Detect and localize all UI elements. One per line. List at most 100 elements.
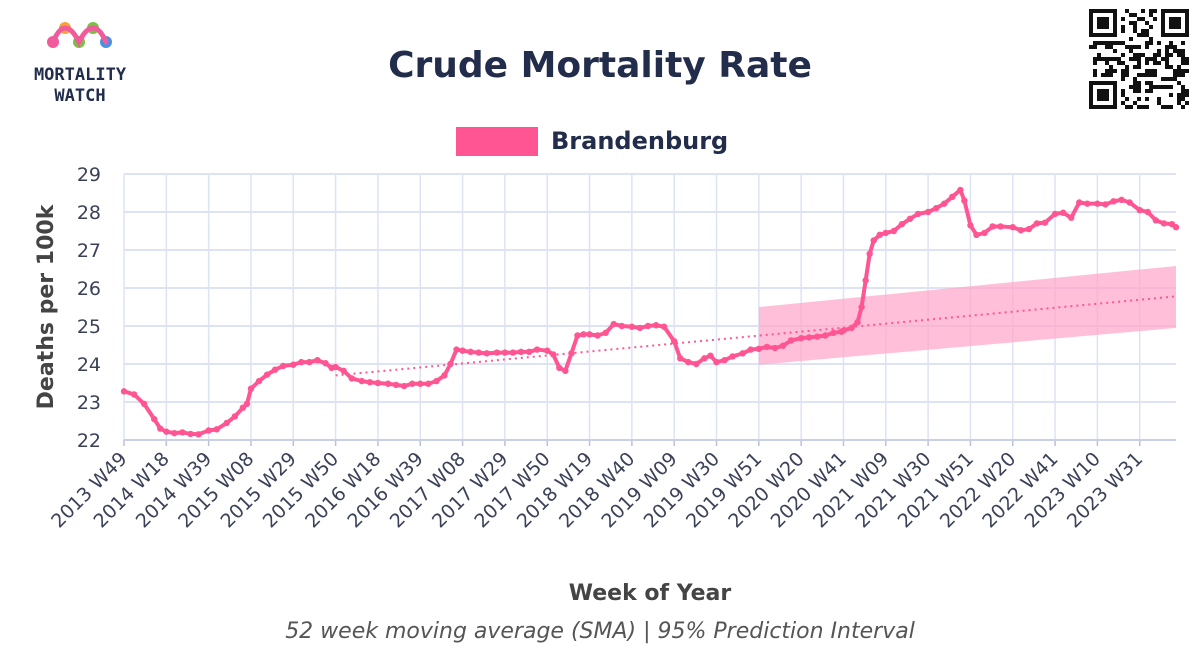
qr-module [1129,45,1133,49]
qr-module [1117,61,1121,65]
qr-module [1149,69,1153,73]
logo-text-line1: MORTALITY [34,65,127,85]
qr-module [1101,57,1105,61]
qr-module [1097,57,1101,61]
qr-module [1101,105,1105,109]
qr-module [1161,9,1165,13]
qr-module [1089,93,1093,97]
chart-caption: 52 week moving average (SMA) | 95% Predi… [285,619,915,644]
qr-module [1101,17,1105,21]
qr-module [1113,101,1117,105]
qr-module [1101,89,1105,93]
qr-module [1133,25,1137,29]
qr-module [1121,69,1125,73]
qr-module [1137,85,1141,89]
data-point-133 [1152,217,1160,224]
y-tick-label-25: 25 [77,316,101,338]
qr-module [1113,21,1117,25]
data-point-89 [822,332,829,339]
qr-module [1113,13,1117,17]
data-point-15 [243,400,251,408]
qr-module [1141,9,1145,13]
qr-module [1109,65,1113,69]
qr-module [1185,57,1189,61]
data-point-16 [247,385,255,392]
data-point-125 [1084,200,1091,207]
qr-module [1149,9,1153,13]
qr-module [1121,25,1125,29]
qr-module [1185,61,1189,65]
qr-module [1145,29,1149,33]
qr-module [1125,9,1129,13]
qr-module [1137,97,1141,101]
qr-module [1165,53,1169,57]
qr-module [1181,89,1185,93]
data-point-49 [509,349,517,356]
qr-module [1173,21,1177,25]
data-point-3 [151,415,158,423]
qr-module [1169,25,1173,29]
data-point-75 [707,352,714,359]
qr-module [1145,21,1149,25]
data-point-122 [1059,209,1067,216]
data-point-83 [771,344,779,352]
qr-module [1157,101,1161,105]
data-point-80 [747,346,754,353]
qr-module [1149,73,1153,77]
qr-module [1149,13,1153,17]
data-point-57 [568,350,575,357]
qr-module [1177,97,1181,101]
qr-module [1173,17,1177,21]
data-point-19 [271,366,279,373]
qr-module [1153,73,1157,77]
data-point-43 [459,347,466,354]
qr-module [1121,93,1125,97]
data-point-28 [340,367,347,375]
qr-module [1169,21,1173,25]
data-point-116 [1009,224,1016,231]
data-point-61 [594,332,601,339]
data-point-131 [1136,206,1143,214]
data-point-124 [1076,199,1083,206]
qr-module [1173,25,1177,29]
qr-module [1113,17,1117,21]
logo-text-line2: WATCH [54,86,105,106]
data-point-67 [644,322,652,330]
data-point-45 [475,349,482,356]
qr-module [1105,17,1109,21]
qr-module [1121,53,1125,57]
qr-module [1173,33,1177,37]
qr-module [1157,53,1161,57]
qr-module [1177,53,1181,57]
qr-module [1121,89,1125,93]
qr-module [1137,53,1141,57]
qr-module [1089,29,1093,33]
data-point-58 [574,332,581,339]
qr-module [1145,89,1149,93]
qr-module [1105,25,1109,29]
qr-module [1161,29,1165,33]
qr-module [1093,41,1097,45]
qr-module [1149,89,1153,93]
qr-module [1173,69,1177,73]
qr-module [1137,61,1141,65]
qr-module [1109,73,1113,77]
qr-module [1181,69,1185,73]
qr-module [1177,69,1181,73]
data-point-40 [441,372,448,379]
data-point-29 [348,375,355,382]
data-point-85 [787,337,795,344]
qr-module [1105,105,1109,109]
data-point-73 [693,360,700,368]
qr-module [1141,29,1145,33]
qr-module [1137,105,1141,109]
data-point-55 [556,364,563,371]
qr-module [1097,97,1101,101]
data-point-68 [652,322,660,329]
qr-module [1133,101,1137,105]
data-point-6 [171,429,178,437]
qr-module [1137,45,1141,49]
y-axis-ticks: 22 23 24 25 26 27 28 29 [77,164,101,452]
qr-module [1105,21,1109,25]
qr-module [1125,73,1129,77]
